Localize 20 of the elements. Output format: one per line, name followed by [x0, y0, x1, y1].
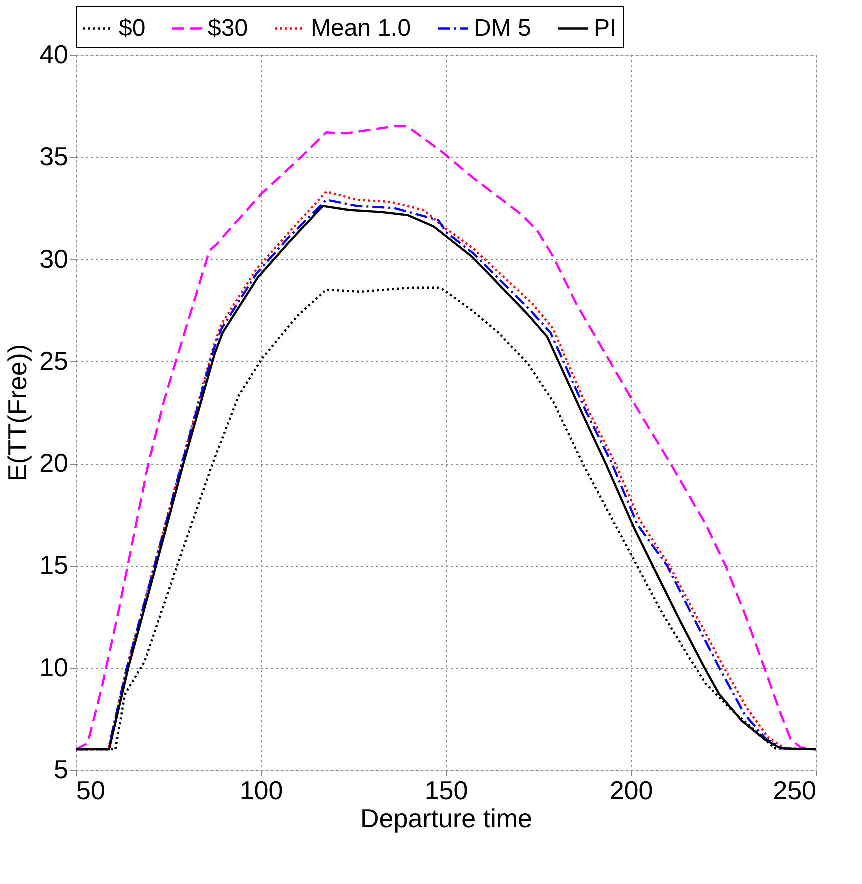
x-axis-title: Departure time	[360, 804, 532, 834]
y-tick-label: 15	[40, 550, 68, 580]
legend-label: PI	[594, 14, 617, 42]
legend-label: $30	[208, 14, 248, 42]
y-tick-label: 20	[40, 448, 68, 478]
y-tick-label: 5	[54, 754, 68, 784]
x-tick-label: 100	[240, 776, 284, 806]
legend-label: DM 5	[474, 14, 532, 42]
x-tick-label: 50	[76, 776, 106, 806]
y-tick-label: 10	[40, 652, 68, 682]
y-tick-label: 30	[40, 244, 68, 274]
y-tick-label: 25	[40, 346, 68, 376]
x-tick-label: 200	[610, 776, 654, 806]
legend-label: Mean 1.0	[311, 14, 412, 42]
y-tick-label: 40	[40, 40, 68, 70]
y-axis-title: E(TT(Free))	[2, 344, 33, 482]
x-tick-label: 250	[773, 776, 816, 806]
y-tick-label: 35	[40, 142, 68, 172]
x-tick-label: 150	[424, 776, 468, 806]
legend-label: $0	[119, 14, 146, 42]
